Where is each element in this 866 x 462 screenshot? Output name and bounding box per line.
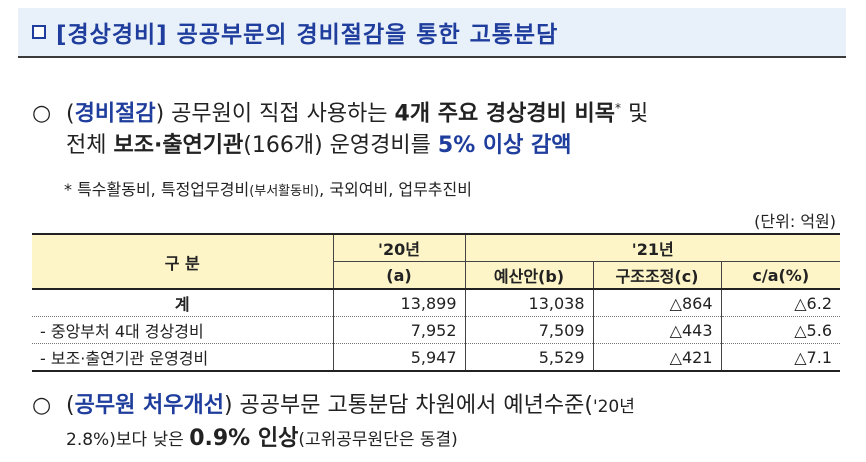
cell-budget: 13,038	[464, 288, 594, 317]
section-header: [경상경비] 공공부문의 경비절감을 통한 고통분담	[18, 8, 846, 58]
tag-expense-cut: 경비절감	[74, 101, 156, 127]
footnote-mark: *	[614, 101, 621, 115]
emphasis: 보조·출연기관	[113, 133, 244, 159]
header-ratio: c/a(%)	[720, 261, 840, 290]
unit-label: (단위: 억원)	[754, 212, 836, 231]
text: 및	[620, 101, 649, 127]
text: (고위공무원단은 동결)	[298, 430, 458, 450]
emphasis: 4개 주요 경상경비 비목	[394, 101, 615, 127]
cell-2020: 13,899	[332, 288, 466, 317]
cell-ratio: △5.6	[720, 316, 840, 344]
header-adjust: 구조조정(c)	[592, 261, 722, 290]
cell-ratio: △6.2	[720, 288, 840, 317]
paragraph-pay-raise: ○ (공무원 처우개선) 공공부문 고통분담 차원에서 예년수준('20년 2.8…	[32, 390, 635, 456]
table-row: - 중앙부처 4대 경상경비 7,952 7,509 △443 △5.6	[32, 316, 840, 344]
text: (166개) 운영경비를	[243, 133, 438, 159]
bullet-circle-icon: ○	[32, 101, 52, 127]
header-2021: '21년	[464, 233, 840, 262]
footnote-text: , 국외여비, 업무추진비	[319, 180, 472, 199]
footnote-sub: (부서활동비)	[249, 184, 320, 199]
header-budget: 예산안(b)	[464, 261, 594, 290]
highlight-5pct: 5% 이상 감액	[437, 133, 572, 159]
row-label: 계	[32, 288, 334, 317]
header-2020-sub: (a)	[333, 261, 466, 290]
cell-budget: 5,529	[464, 343, 594, 372]
text: 전체	[66, 133, 114, 159]
tag-pay-improvement: 공무원 처우개선	[74, 393, 224, 418]
cell-2020: 5,947	[332, 343, 466, 372]
cell-ratio: △7.1	[720, 343, 840, 372]
cell-budget: 7,509	[464, 316, 594, 344]
cell-adjust: △864	[592, 288, 722, 317]
section-title: [경상경비] 공공부문의 경비절감을 통한 고통분담	[56, 22, 559, 48]
budget-table: 구 분 '20년 '21년 (a) 예산안(b) 구조조정(c) c/a(%) …	[32, 233, 840, 372]
footnote: * 특수활동비, 특정업무경비(부서활동비), 국외여비, 업무추진비	[64, 176, 472, 200]
row-label: - 보조·출연기관 운영경비	[32, 343, 334, 372]
table-row: - 보조·출연기관 운영경비 5,947 5,529 △421 △7.1	[32, 343, 840, 372]
paragraph-expense-cut: ○ (경비절감) 공무원이 직접 사용하는 4개 주요 경상경비 비목* 및 전체…	[32, 92, 648, 162]
text: '20년	[592, 397, 635, 417]
text: 공공부문 고통분담 차원에서 예년수준(	[232, 393, 593, 418]
cell-adjust: △443	[592, 316, 722, 344]
header-2020: '20년	[332, 233, 466, 262]
emphasis: 0.9% 인상	[189, 426, 299, 451]
bullet-circle-icon: ○	[32, 393, 52, 418]
cell-adjust: △421	[592, 343, 722, 372]
text: 공무원이 직접 사용하는	[164, 101, 395, 127]
text: 2.8%)보다 낮은	[66, 430, 190, 450]
table-row: 계 13,899 13,038 △864 △6.2	[32, 288, 840, 317]
row-label: - 중앙부처 4대 경상경비	[32, 316, 334, 344]
footnote-text: * 특수활동비, 특정업무경비	[64, 180, 250, 199]
header-category: 구 분	[32, 233, 334, 290]
checkbox-square-icon	[32, 25, 46, 39]
cell-2020: 7,952	[332, 316, 466, 344]
